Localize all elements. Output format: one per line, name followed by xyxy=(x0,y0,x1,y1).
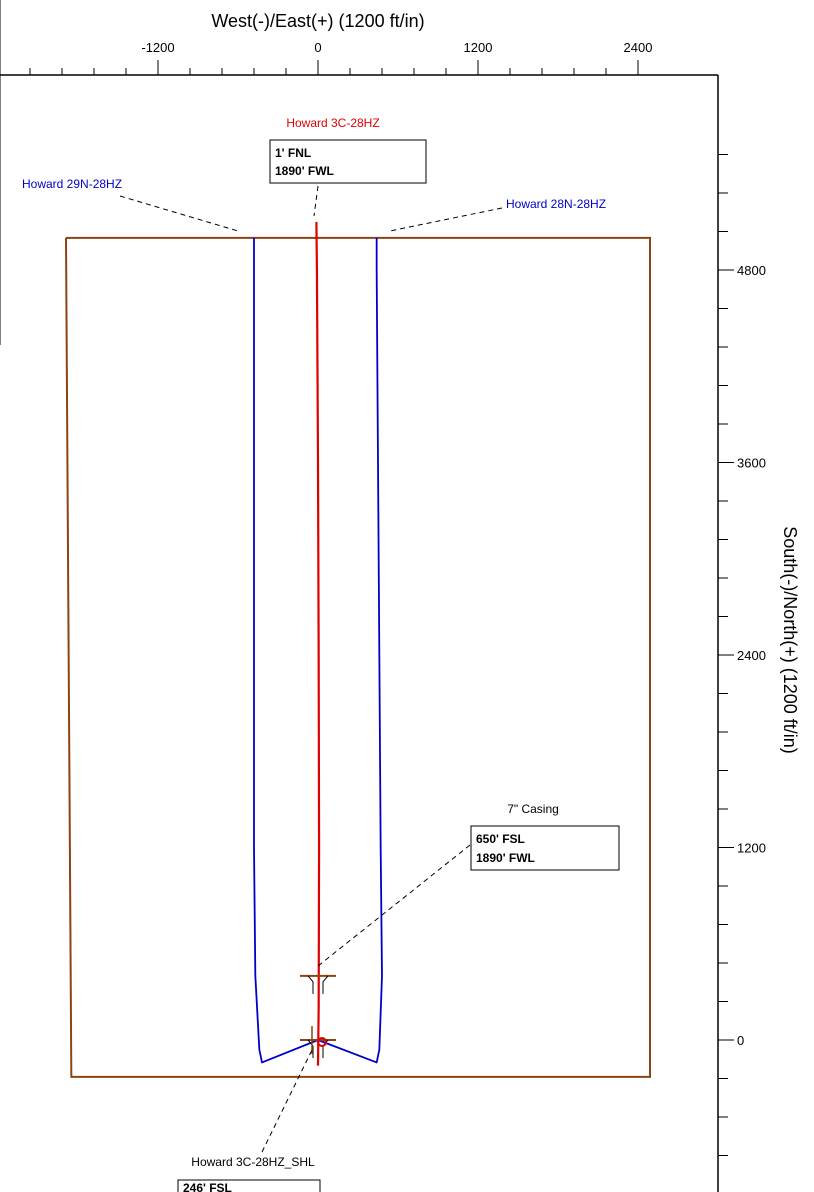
y-tick-label: 2400 xyxy=(737,648,766,663)
box-3c-line1: 1' FNL xyxy=(275,146,311,160)
info-box-shl xyxy=(177,1179,321,1192)
well-paths xyxy=(253,221,383,1066)
label-howard-29n-28hz: Howard 29N-28HZ xyxy=(22,177,122,191)
surface-hole-marker xyxy=(317,1037,327,1047)
x-tick-label: 0 xyxy=(314,40,321,55)
box-casing-line1: 650' FSL xyxy=(476,832,525,846)
box-3c-line2: 1890' FWL xyxy=(275,164,334,178)
x-axis-title: West(-)/East(+) (1200 ft/in) xyxy=(211,11,424,31)
label-howard-3c-28hz: Howard 3C-28HZ xyxy=(286,116,379,130)
leader-3c xyxy=(313,185,319,217)
leader-shl xyxy=(261,1049,313,1153)
y-ticks xyxy=(718,154,734,1156)
x-ticks xyxy=(29,60,639,75)
y-tick-labels: 0 1200 2400 3600 4800 xyxy=(737,263,766,1048)
leader-29n xyxy=(119,195,239,232)
x-tick-label: 1200 xyxy=(464,40,493,55)
y-tick-label: 1200 xyxy=(737,841,766,856)
x-tick-labels: -1200 0 1200 2400 xyxy=(141,40,652,55)
casing-shoe xyxy=(307,975,329,994)
y-axis-title: South(-)/North(+) (1200 ft/in) xyxy=(780,526,800,754)
leader-28n xyxy=(389,207,503,232)
well-path-howard-29n-28hz xyxy=(253,237,319,1064)
annotation-leaders xyxy=(119,185,503,1153)
box-shl-line1: 246' FSL xyxy=(183,1181,232,1192)
y-tick-label: 0 xyxy=(737,1033,744,1048)
x-tick-label: 2400 xyxy=(624,40,653,55)
info-box-casing xyxy=(470,825,620,871)
y-tick-label: 4800 xyxy=(737,263,766,278)
section-boundary xyxy=(65,236,651,1078)
label-howard-28n-28hz: Howard 28N-28HZ xyxy=(506,197,606,211)
casing-markers xyxy=(300,974,336,1058)
well-path-howard-3c-28hz xyxy=(315,221,321,1066)
leader-casing xyxy=(317,844,471,967)
label-howard-3c-28hz-shl: Howard 3C-28HZ_SHL xyxy=(191,1155,315,1169)
label-7in-casing: 7" Casing xyxy=(507,802,559,816)
well-path-howard-28n-28hz xyxy=(317,237,383,1064)
box-casing-line2: 1890' FWL xyxy=(476,851,535,865)
y-tick-label: 3600 xyxy=(737,456,766,471)
info-box-3c-28hz xyxy=(269,139,427,184)
x-tick-label: -1200 xyxy=(141,40,174,55)
section-boundary-line xyxy=(65,236,651,1078)
